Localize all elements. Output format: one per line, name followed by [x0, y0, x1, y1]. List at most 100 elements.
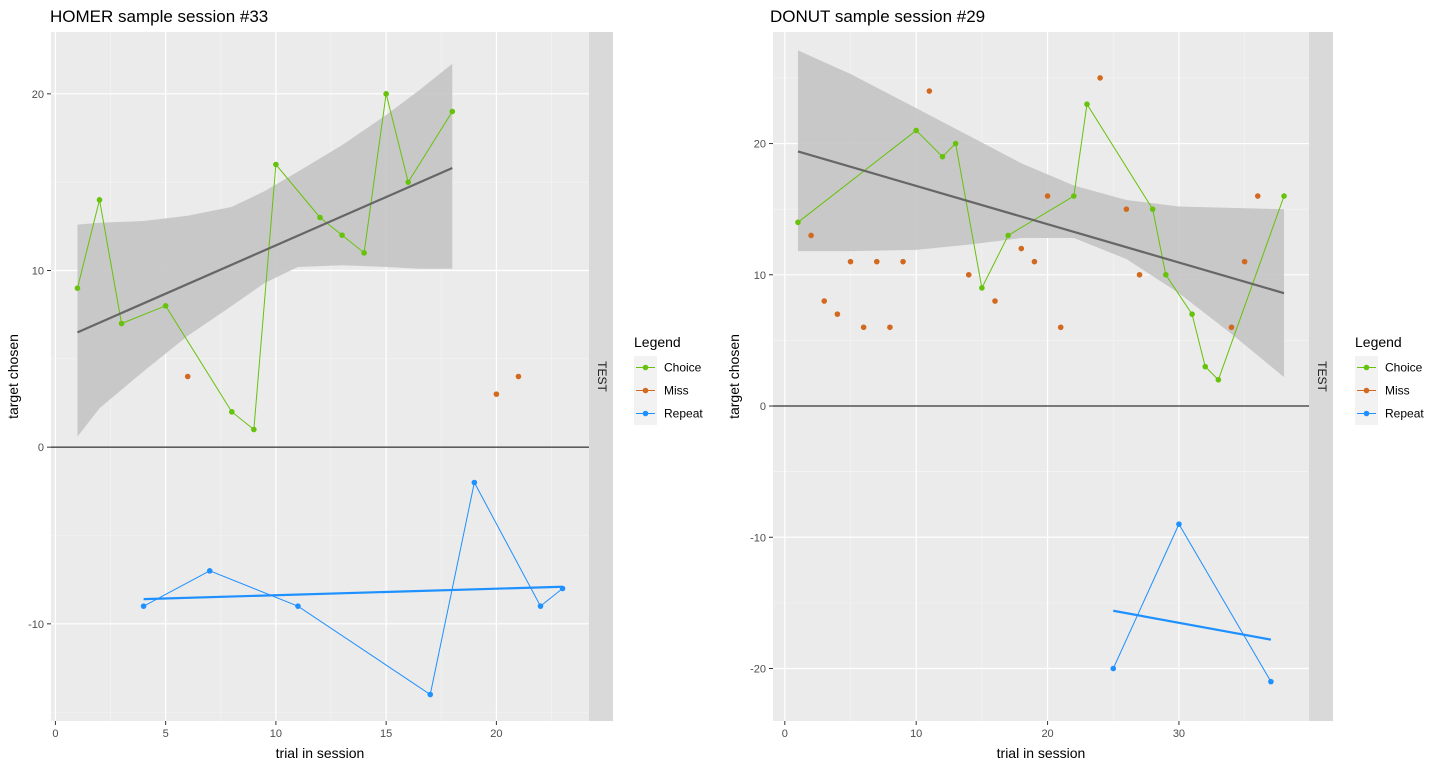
y-tick-label: 10 — [32, 266, 44, 278]
data-point-choice — [74, 285, 81, 291]
data-point-choice — [979, 285, 985, 291]
data-point-choice — [1005, 232, 1011, 239]
data-point-miss — [900, 258, 906, 265]
data-point-choice — [1281, 193, 1287, 199]
x-axis-title: trial in session — [276, 745, 365, 761]
y-tick-label: 10 — [754, 270, 766, 282]
y-tick-label: 0 — [38, 442, 44, 454]
data-point-repeat — [537, 603, 544, 609]
data-point-miss — [1044, 193, 1051, 199]
fit-line-repeat — [1113, 609, 1272, 641]
data-point-miss — [184, 373, 191, 380]
x-tick-label: 20 — [1041, 728, 1053, 740]
data-point-miss — [1123, 206, 1130, 212]
data-point-choice — [449, 108, 456, 115]
facet-strip — [589, 32, 613, 721]
legend-label-miss: Miss — [664, 384, 689, 398]
legend-title: Legend — [634, 334, 681, 350]
data-point-miss — [965, 271, 972, 278]
data-point-choice — [1084, 101, 1090, 107]
data-point-miss — [847, 258, 854, 265]
data-point-choice — [273, 161, 279, 168]
data-point-miss — [515, 373, 522, 380]
legend-label-repeat: Repeat — [1385, 407, 1424, 421]
data-point-repeat — [206, 568, 213, 574]
data-point-miss — [1031, 258, 1038, 265]
data-point-choice — [1149, 206, 1156, 212]
y-tick-label: 20 — [32, 89, 44, 101]
data-point-miss — [834, 311, 841, 317]
data-point-choice — [795, 219, 801, 226]
x-tick-label: 15 — [380, 728, 392, 740]
data-point-miss — [992, 298, 998, 304]
data-point-repeat — [427, 691, 434, 698]
y-tick-label: -10 — [750, 532, 766, 544]
x-axis-title: trial in session — [997, 745, 1086, 761]
data-point-repeat — [559, 585, 566, 592]
data-point-choice — [229, 409, 235, 415]
x-tick-label: 5 — [163, 728, 169, 740]
y-tick-label: -10 — [28, 619, 44, 631]
data-point-choice — [1215, 376, 1222, 383]
x-tick-label: 10 — [910, 728, 922, 740]
legend: Legend Choice Miss Repeat — [634, 334, 703, 425]
fit-line-repeat — [143, 585, 563, 601]
legend-key-point-choice — [1363, 364, 1370, 371]
confidence-ribbon-choice — [797, 50, 1285, 378]
data-point-miss — [821, 298, 828, 304]
data-point-miss — [1018, 245, 1025, 252]
x-tick-label: 20 — [490, 728, 502, 740]
data-point-choice — [913, 127, 919, 134]
legend-key-point-repeat — [642, 410, 649, 417]
x-tick-label: 30 — [1173, 728, 1185, 740]
data-point-choice — [952, 140, 959, 147]
data-point-repeat — [471, 479, 478, 486]
data-point-miss — [926, 88, 933, 94]
y-axis-title: target chosen — [726, 334, 742, 419]
legend-key-point-miss — [1363, 387, 1370, 394]
legend-key-point-repeat — [1363, 410, 1370, 417]
data-point-choice — [1202, 363, 1209, 370]
legend-label-repeat: Repeat — [664, 407, 703, 421]
data-point-choice — [1163, 271, 1169, 278]
data-point-miss — [860, 324, 867, 331]
y-tick-label: -20 — [750, 664, 766, 676]
chart-panel-1: HOMER sample session #33 TEST 0 5 10 15 20 -10 0… — [5, 7, 703, 761]
chart-title: DONUT sample session #29 — [770, 7, 985, 26]
y-axis-title: target chosen — [5, 334, 21, 419]
legend-label-choice: Choice — [664, 361, 702, 375]
data-point-choice — [339, 232, 345, 238]
data-point-choice — [939, 153, 946, 160]
facet-strip-label: TEST — [1315, 361, 1329, 392]
series-line-choice — [797, 102, 1285, 381]
data-point-repeat — [1176, 521, 1182, 527]
data-point-miss — [873, 258, 880, 265]
data-point-choice — [405, 179, 411, 185]
data-point-repeat — [140, 603, 147, 609]
data-point-miss — [1254, 193, 1261, 199]
data-point-choice — [251, 426, 257, 433]
data-point-choice — [1071, 193, 1077, 199]
legend-label-choice: Choice — [1385, 361, 1423, 375]
chart-panel-2: DONUT sample session #29 TEST 0 10 20 30 -20 -1… — [726, 7, 1424, 761]
data-point-miss — [1136, 271, 1143, 278]
data-point-choice — [1189, 311, 1195, 317]
data-point-miss — [808, 232, 814, 239]
x-tick-label: 0 — [782, 728, 788, 740]
data-point-miss — [1097, 75, 1103, 81]
data-point-choice — [317, 214, 323, 221]
legend-label-miss: Miss — [1385, 384, 1410, 398]
y-tick-label: 20 — [754, 139, 766, 151]
legend-key-point-choice — [642, 364, 649, 371]
x-tick-label: 0 — [52, 728, 58, 740]
x-tick-label: 10 — [270, 728, 282, 740]
legend: Legend Choice Miss Repeat — [1355, 334, 1424, 425]
data-point-choice — [118, 320, 125, 327]
panel-background — [51, 32, 589, 721]
data-point-repeat — [1110, 665, 1117, 672]
facet-strip-label: TEST — [595, 361, 609, 392]
y-tick-label: 0 — [760, 401, 766, 413]
fit-line-choice — [797, 150, 1285, 295]
